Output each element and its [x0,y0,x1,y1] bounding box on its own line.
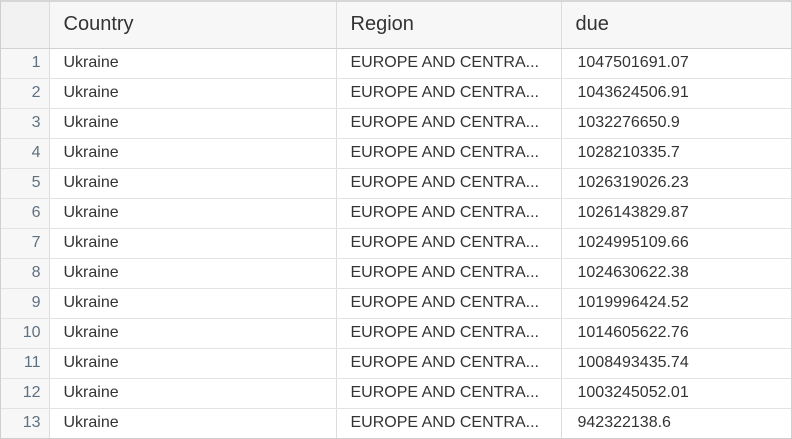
table-row[interactable]: 6 Ukraine EUROPE AND CENTRA... 1026143829.8… [1,198,791,229]
cell-region[interactable]: EUROPE AND CENTRA... [336,168,562,199]
table-row[interactable]: 5 Ukraine EUROPE AND CENTRA... 1026319026.2… [1,168,791,199]
table-row[interactable]: 8 Ukraine EUROPE AND CENTRA... 1024630622.3… [1,258,791,289]
table-row[interactable]: 7 Ukraine EUROPE AND CENTRA... 1024995109.6… [1,228,791,259]
table-row[interactable]: 2 Ukraine EUROPE AND CENTRA... 1043624506.9… [1,78,791,109]
row-index: 12 [1,378,50,409]
cell-due[interactable]: 942322138.6 [561,408,791,438]
cell-region[interactable]: EUROPE AND CENTRA... [336,138,562,169]
table-header: Country Region due [1,2,791,49]
cell-country[interactable]: Ukraine [49,78,337,109]
cell-due[interactable]: 1047501691.07 [561,48,791,79]
row-index: 11 [1,348,50,379]
cell-due[interactable]: 1003245052.01 [561,378,791,409]
cell-region[interactable]: EUROPE AND CENTRA... [336,108,562,139]
table-row[interactable]: 1 Ukraine EUROPE AND CENTRA... 1047501691.0… [1,48,791,79]
cell-country[interactable]: Ukraine [49,108,337,139]
row-index: 4 [1,138,50,169]
cell-region[interactable]: EUROPE AND CENTRA... [336,78,562,109]
row-index: 13 [1,408,50,438]
cell-due[interactable]: 1024995109.66 [561,228,791,259]
cell-due[interactable]: 1032276650.9 [561,108,791,139]
cell-country[interactable]: Ukraine [49,378,337,409]
cell-country[interactable]: Ukraine [49,318,337,349]
row-index: 6 [1,198,50,229]
cell-region[interactable]: EUROPE AND CENTRA... [336,348,562,379]
cell-country[interactable]: Ukraine [49,138,337,169]
cell-due[interactable]: 1019996424.52 [561,288,791,319]
cell-due[interactable]: 1014605622.76 [561,318,791,349]
table-row[interactable]: 10 Ukraine EUROPE AND CENTRA... 1014605622.… [1,318,791,349]
cell-region[interactable]: EUROPE AND CENTRA... [336,318,562,349]
cell-due[interactable]: 1026319026.23 [561,168,791,199]
cell-region[interactable]: EUROPE AND CENTRA... [336,228,562,259]
table-row[interactable]: 12 Ukraine EUROPE AND CENTRA... 1003245052.… [1,378,791,409]
row-index: 2 [1,78,50,109]
cell-region[interactable]: EUROPE AND CENTRA... [336,198,562,229]
row-index: 9 [1,288,50,319]
cell-due[interactable]: 1028210335.7 [561,138,791,169]
column-header-due[interactable]: due [561,2,791,49]
cell-due[interactable]: 1026143829.87 [561,198,791,229]
cell-region[interactable]: EUROPE AND CENTRA... [336,288,562,319]
cell-due[interactable]: 1008493435.74 [561,348,791,379]
table-row[interactable]: 9 Ukraine EUROPE AND CENTRA... 1019996424.5… [1,288,791,319]
column-header-region[interactable]: Region [336,2,562,49]
column-header-country[interactable]: Country [49,2,337,49]
cell-country[interactable]: Ukraine [49,408,337,438]
row-index: 5 [1,168,50,199]
cell-region[interactable]: EUROPE AND CENTRA... [336,258,562,289]
header-row: Country Region due [1,2,791,49]
table-body: 1 Ukraine EUROPE AND CENTRA... 1047501691.0… [1,48,791,438]
cell-region[interactable]: EUROPE AND CENTRA... [336,48,562,79]
cell-country[interactable]: Ukraine [49,228,337,259]
table-row[interactable]: 3 Ukraine EUROPE AND CENTRA... 1032276650.9 [1,108,791,139]
cell-country[interactable]: Ukraine [49,258,337,289]
cell-region[interactable]: EUROPE AND CENTRA... [336,378,562,409]
row-index-header [1,2,50,49]
cell-country[interactable]: Ukraine [49,48,337,79]
row-index: 1 [1,48,50,79]
table-row[interactable]: 4 Ukraine EUROPE AND CENTRA... 1028210335.7 [1,138,791,169]
cell-country[interactable]: Ukraine [49,288,337,319]
cell-country[interactable]: Ukraine [49,168,337,199]
row-index: 10 [1,318,50,349]
cell-country[interactable]: Ukraine [49,348,337,379]
cell-due[interactable]: 1024630622.38 [561,258,791,289]
table-row[interactable]: 13 Ukraine EUROPE AND CENTRA... 942322138.6 [1,408,791,438]
row-index: 7 [1,228,50,259]
table-row[interactable]: 11 Ukraine EUROPE AND CENTRA... 1008493435.… [1,348,791,379]
row-index: 8 [1,258,50,289]
row-index: 3 [1,108,50,139]
cell-country[interactable]: Ukraine [49,198,337,229]
cell-due[interactable]: 1043624506.91 [561,78,791,109]
cell-region[interactable]: EUROPE AND CENTRA... [336,408,562,438]
